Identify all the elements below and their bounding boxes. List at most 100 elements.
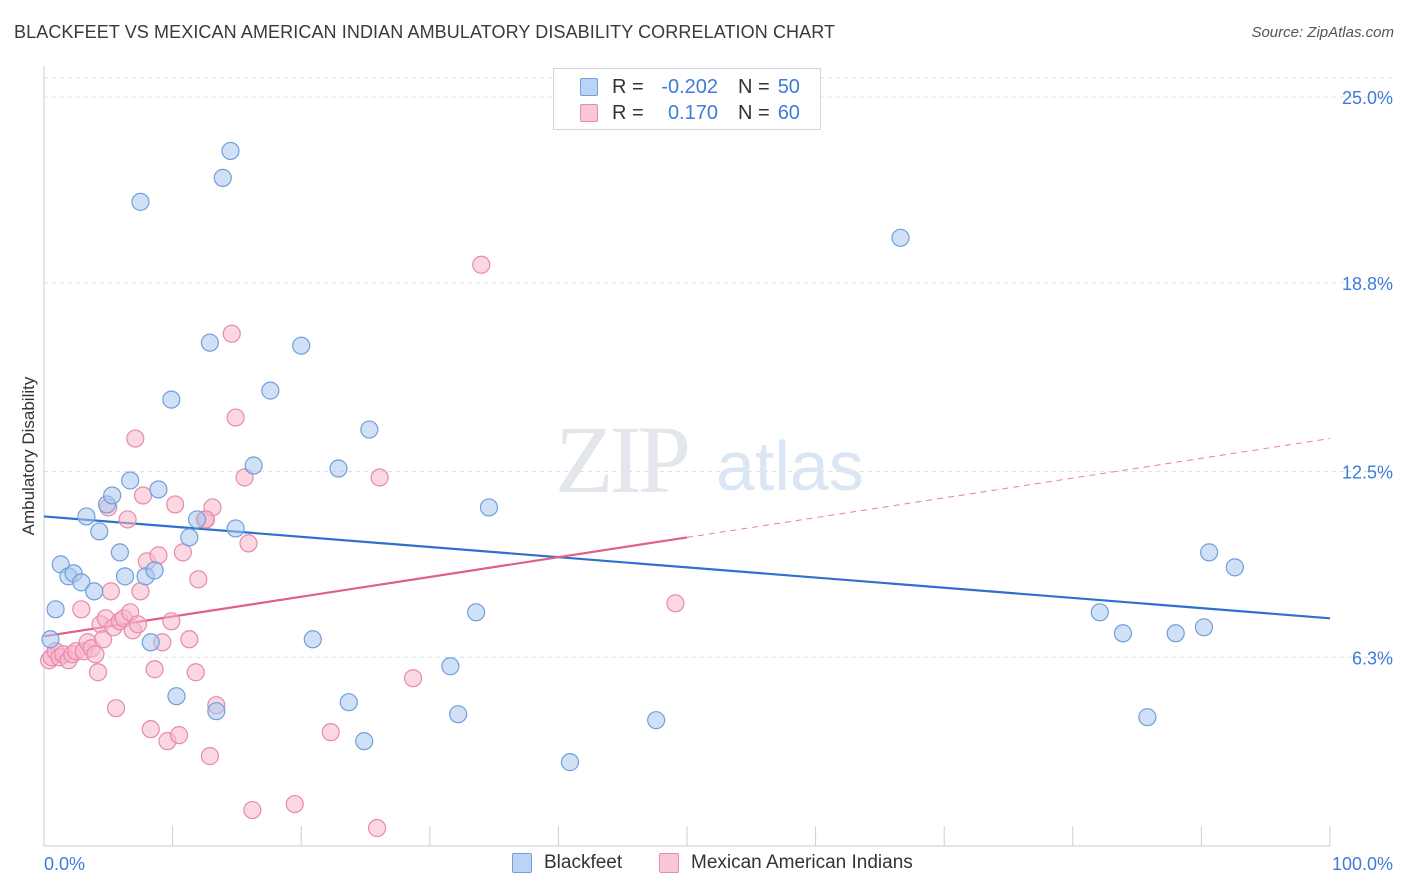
watermark-atlas: atlas	[716, 427, 864, 505]
blackfeet-point	[1225, 558, 1244, 577]
legend-row-mexican-american-indians: R = 0.170 N = 60	[580, 100, 800, 126]
mexican-american-indians-point	[285, 794, 304, 814]
blackfeet-point	[46, 600, 65, 619]
blackfeet-point	[647, 711, 666, 730]
mexican-american-indians-point	[321, 723, 340, 742]
blackfeet-legend-label: Blackfeet	[544, 852, 623, 873]
mexican-american-indians-swatch	[580, 104, 598, 122]
mexican-american-indians-point	[367, 818, 387, 838]
axes	[43, 66, 1331, 847]
mexican-american-indians-point	[86, 645, 105, 664]
mexican-american-indians-point	[118, 510, 137, 529]
n-value-blackfeet: 50	[777, 75, 800, 98]
blackfeet-trend-line	[43, 515, 1331, 620]
mexican-american-indians-point	[94, 630, 113, 649]
n-label: N =	[738, 101, 770, 124]
blackfeet-point	[200, 333, 219, 352]
y-tick-label: 18.8%	[1342, 274, 1393, 294]
blackfeet-point	[1090, 603, 1109, 622]
mexican-american-indians-point	[239, 534, 258, 553]
trend-lines	[43, 438, 1331, 638]
r-value-blackfeet: -0.202	[661, 75, 718, 98]
mexican-american-indians-trend-extension	[686, 438, 1331, 538]
blackfeet-point	[162, 390, 181, 409]
blackfeet-point	[41, 630, 60, 649]
blackfeet-point	[466, 603, 486, 622]
blackfeet-point	[329, 459, 348, 478]
blackfeet-point	[167, 687, 186, 706]
watermark: ZIP atlas	[555, 406, 864, 513]
correlation-legend: R = -0.202 N = 50 R = 0.170 N = 60	[553, 68, 821, 130]
mexican-american-indians-point	[370, 468, 389, 487]
blackfeet-point	[226, 519, 245, 538]
x-tick-label: 100.0%	[1332, 854, 1393, 874]
mexican-american-indians-point	[200, 747, 219, 766]
blackfeet-point	[72, 573, 91, 592]
blackfeet-point	[141, 633, 160, 652]
blackfeet-point	[115, 567, 135, 586]
blackfeet-point	[85, 582, 104, 601]
blackfeet-point	[1194, 618, 1214, 637]
blackfeet-point	[145, 561, 164, 580]
mexican-american-indians-point	[666, 594, 685, 613]
mexican-american-indians-point	[149, 546, 168, 565]
blackfeet-point	[149, 480, 168, 499]
blackfeet-point	[1138, 708, 1157, 727]
mexican-american-indians-point	[101, 582, 120, 601]
blackfeet-point	[221, 141, 240, 161]
blackfeet-point	[479, 498, 499, 517]
blackfeet-point	[121, 471, 140, 490]
blackfeet-point	[1200, 543, 1219, 562]
n-value-mexican-american-indians: 60	[777, 101, 800, 124]
mexican-american-indians-point	[128, 615, 147, 634]
y-axis-label: Ambulatory Disability	[19, 376, 38, 535]
blackfeet-legend-swatch	[512, 853, 532, 873]
mexican-american-indians-point	[169, 726, 189, 745]
blackfeet-point	[103, 486, 122, 505]
r-value-mexican-american-indians: 0.170	[667, 101, 718, 124]
tick-labels: 6.3% 12.5% 18.8% 25.0% 0.0% 100.0%	[44, 88, 1393, 874]
mexican-american-indians-point	[472, 255, 491, 274]
blackfeet-point	[303, 630, 322, 649]
blackfeet-point	[339, 693, 358, 712]
mexican-american-indians-point	[141, 720, 160, 739]
mexican-american-indians-point	[166, 495, 185, 514]
mexican-american-indians-point	[145, 660, 164, 679]
mexican-american-indians-point	[180, 630, 199, 649]
blackfeet-point	[261, 381, 280, 400]
mexican-american-indians-point	[173, 543, 192, 562]
blackfeet-point	[891, 228, 910, 247]
mexican-american-indians-point	[162, 612, 181, 631]
legend-item-mexican-american-indians: Mexican American Indians	[659, 852, 913, 874]
blackfeet-point	[1113, 624, 1133, 643]
mexican-american-indians-point	[186, 663, 205, 682]
y-tick-label: 6.3%	[1352, 648, 1393, 668]
mexican-american-indians-point	[243, 800, 262, 820]
blackfeet-point	[448, 705, 468, 724]
blackfeet-point	[90, 522, 109, 541]
blackfeet-point	[77, 507, 96, 526]
blackfeet-point	[187, 510, 207, 529]
x-tick-label: 0.0%	[44, 854, 85, 874]
n-label: N =	[738, 75, 770, 98]
blackfeet-point	[1166, 624, 1185, 643]
mexican-american-indians-point	[226, 408, 245, 427]
mexican-american-indians-legend-label: Mexican American Indians	[691, 852, 913, 873]
mexican-american-indians-legend-swatch	[659, 853, 679, 873]
mexican-american-indians-point	[403, 669, 423, 688]
mexican-american-indians-point	[106, 699, 126, 718]
mexican-american-indians-trend-line	[43, 536, 688, 638]
blackfeet-point	[355, 732, 374, 751]
blackfeet-point	[360, 420, 379, 439]
blackfeet-point	[131, 192, 150, 211]
mexican-american-indians-point	[88, 663, 108, 682]
mexican-american-indians-point	[222, 324, 241, 343]
y-tick-label: 25.0%	[1342, 88, 1393, 108]
r-label: R =	[612, 101, 644, 124]
blackfeet-swatch	[580, 78, 598, 96]
blackfeet-point	[244, 456, 263, 475]
mexican-american-indians-point	[72, 600, 91, 619]
blackfeet-point	[207, 702, 226, 721]
y-tick-label: 12.5%	[1342, 463, 1393, 483]
